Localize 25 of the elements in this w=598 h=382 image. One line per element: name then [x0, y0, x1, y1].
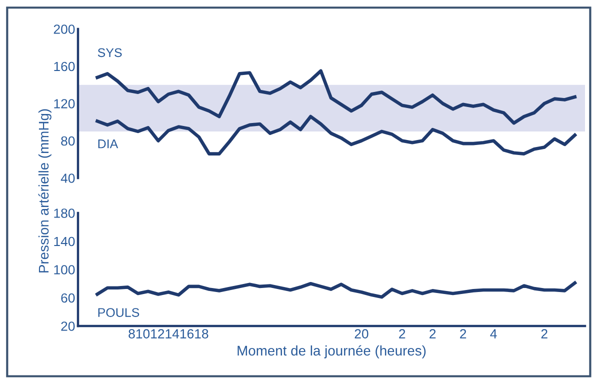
x-tick-label: 2 — [430, 329, 436, 338]
y-tick-label: 200 — [54, 24, 75, 34]
series-label: POULS — [98, 308, 140, 317]
y-tick-label: 60 — [61, 293, 75, 303]
y-tick-label: 80 — [61, 136, 75, 146]
y-tick-label: 120 — [54, 99, 75, 108]
y-tick-label: 160 — [54, 62, 75, 72]
y-tick-label: 40 — [60, 174, 75, 183]
y-axis-title: Pression artérielle (mmHg) — [38, 109, 52, 272]
y-tick-label: 20 — [61, 322, 75, 331]
y-tick-label: 100 — [54, 265, 75, 274]
x-tick-label: 2 — [460, 329, 466, 338]
x-tick-label: 81012141618 — [128, 329, 208, 338]
y-tick-label: 180 — [54, 208, 75, 218]
x-tick-label: 2 — [541, 329, 548, 338]
x-tick-label: 4 — [490, 329, 497, 338]
line-series — [96, 281, 577, 299]
line-series — [96, 114, 577, 156]
x-axis-title: Moment de la journée (heures) — [238, 345, 426, 358]
y-tick-label: 140 — [54, 236, 75, 246]
series-label: SYS — [98, 48, 122, 58]
line-series — [96, 69, 577, 125]
x-tick-label: 20 — [354, 329, 368, 338]
x-tick-label: 2 — [399, 329, 406, 338]
series-label: DIA — [98, 140, 118, 148]
